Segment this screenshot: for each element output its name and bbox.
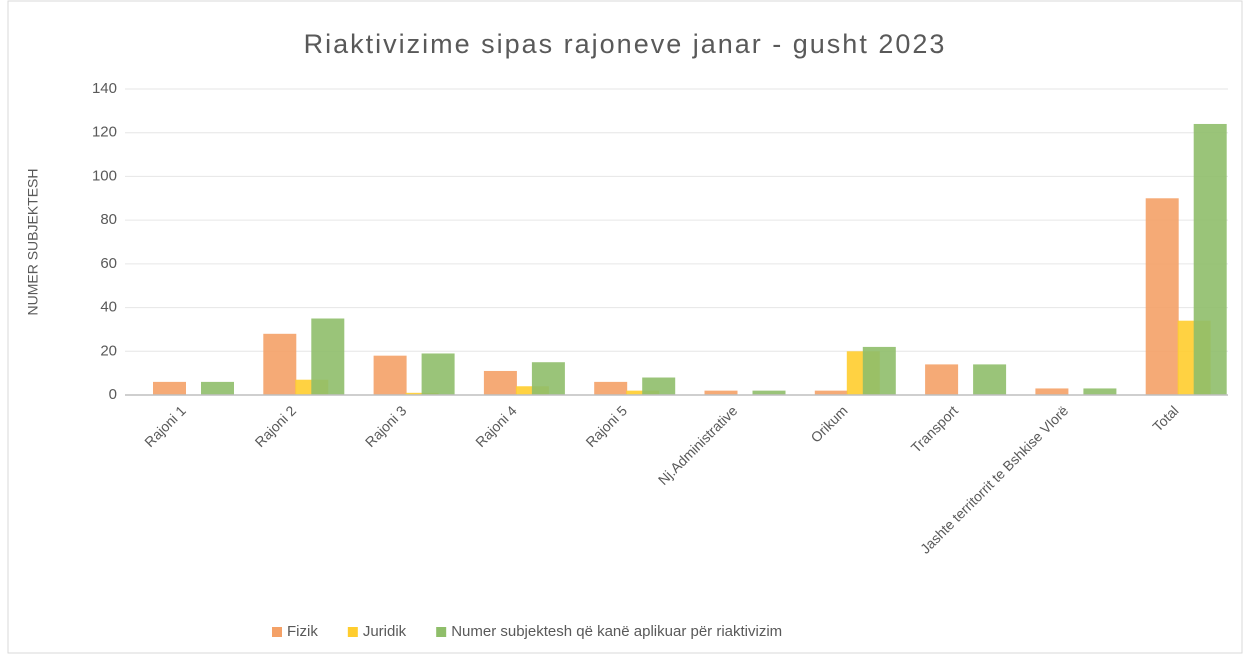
y-tick-label: 80: [100, 211, 117, 228]
x-tick-label: Total: [1149, 402, 1181, 434]
bar: [531, 362, 565, 395]
chart-border: [7, 0, 1243, 654]
legend-swatch: [436, 627, 447, 637]
y-tick-label: 0: [109, 386, 117, 403]
x-tick-label: Rajoni 3: [362, 402, 410, 450]
y-axis-label: NUMER SUBJEKTESH: [25, 168, 41, 315]
bar: [263, 333, 297, 395]
bar: [642, 377, 676, 395]
bar: [973, 364, 1007, 395]
legend-swatch: [347, 627, 358, 637]
y-tick-label: 20: [100, 342, 117, 359]
bar: [483, 370, 517, 395]
x-tick-label: Orikum: [807, 402, 850, 445]
legend-label: Juridik: [363, 623, 407, 640]
bar: [1083, 388, 1117, 395]
x-tick-label: Rajoni 1: [141, 402, 189, 450]
y-tick-label: 100: [92, 167, 117, 184]
bar: [201, 381, 234, 395]
bar: [814, 390, 848, 395]
x-tick-label: Rajoni 2: [252, 402, 300, 450]
x-tick-label: Nj.Administrative: [655, 402, 741, 488]
legend-label: Numer subjektesh që kanë aplikuar për ri…: [451, 623, 782, 640]
bar: [1193, 123, 1227, 395]
bar: [862, 346, 896, 395]
y-tick-label: 40: [100, 299, 117, 316]
bar: [594, 381, 628, 395]
bar: [373, 355, 407, 395]
bar: [1035, 388, 1069, 395]
y-tick-label: 120: [92, 124, 117, 141]
legend-swatch: [272, 627, 282, 637]
bar: [925, 364, 959, 395]
bar: [153, 381, 186, 395]
x-tick-label: Rajoni 4: [472, 402, 520, 450]
bar: [421, 353, 455, 395]
bar: [752, 390, 786, 395]
chart-title: Riaktivizime sipas rajoneve janar - gush…: [304, 29, 947, 59]
x-tick-label: Rajoni 5: [582, 402, 630, 450]
y-tick-label: 140: [92, 80, 117, 97]
y-tick-label: 60: [100, 255, 117, 272]
x-tick-label: Transport: [908, 402, 961, 455]
legend-label: Fizik: [287, 623, 318, 640]
bar: [704, 390, 738, 395]
bar: [1145, 198, 1179, 395]
bar: [311, 318, 345, 395]
